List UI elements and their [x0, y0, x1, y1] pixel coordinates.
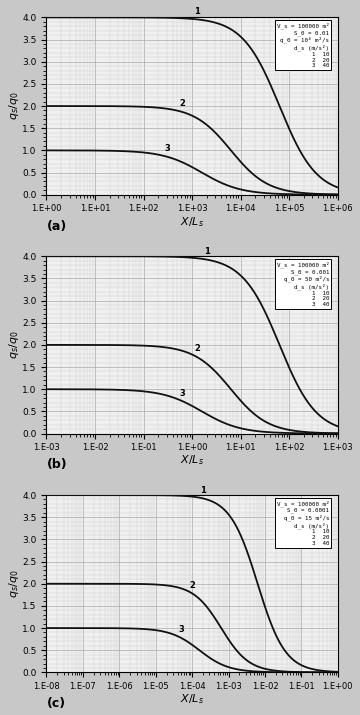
Text: V_s = 100000 m²
S_0 = 0.01
q_0 = 10⁴ m²/s
d_s (m/s²)
1  10
2  20
3  40: V_s = 100000 m² S_0 = 0.01 q_0 = 10⁴ m²/… — [276, 23, 329, 69]
Y-axis label: $q_s/q_0$: $q_s/q_0$ — [7, 569, 21, 598]
X-axis label: $X/L_s$: $X/L_s$ — [180, 453, 204, 468]
Text: 2: 2 — [194, 345, 200, 353]
Text: 3: 3 — [165, 144, 171, 154]
Y-axis label: $q_s/q_0$: $q_s/q_0$ — [7, 330, 21, 359]
Text: (c): (c) — [46, 697, 66, 710]
Text: V_s = 100000 m²
S_0 = 0.0001
q_0 = 15 m²/s
d_s (m/s²)
1  10
2  20
3  40: V_s = 100000 m² S_0 = 0.0001 q_0 = 15 m²… — [276, 500, 329, 546]
Y-axis label: $q_s/q_0$: $q_s/q_0$ — [7, 92, 21, 120]
Text: 2: 2 — [189, 581, 195, 590]
X-axis label: $X/L_s$: $X/L_s$ — [180, 693, 204, 706]
Text: V_s = 100000 m²
S_0 = 0.001
q_0 = 50 m²/s
d_s (m/s²)
1  10
2  20
3  40: V_s = 100000 m² S_0 = 0.001 q_0 = 50 m²/… — [276, 262, 329, 307]
X-axis label: $X/L_s$: $X/L_s$ — [180, 214, 204, 229]
Text: 1: 1 — [204, 247, 210, 256]
Text: (a): (a) — [46, 220, 67, 232]
Text: 1: 1 — [194, 7, 200, 16]
Text: 3: 3 — [178, 626, 184, 634]
Text: 3: 3 — [180, 388, 185, 398]
Text: 1: 1 — [200, 486, 206, 495]
Text: 2: 2 — [179, 99, 185, 109]
Text: (b): (b) — [46, 458, 67, 471]
